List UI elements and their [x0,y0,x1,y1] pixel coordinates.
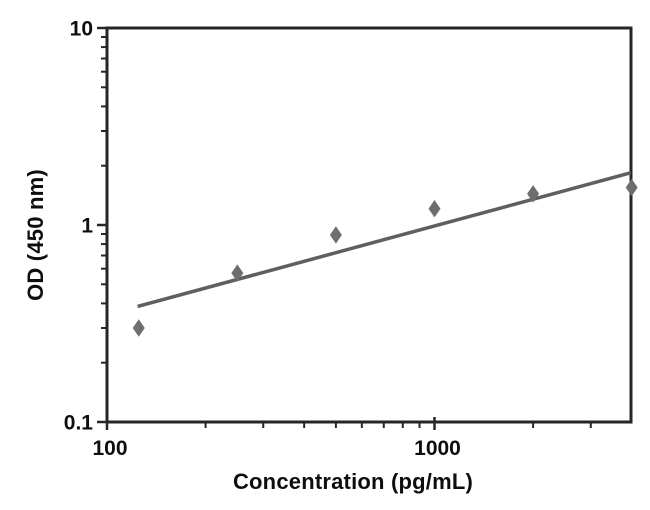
data-point-diamond [329,226,342,244]
y-tick-label: 0.1 [64,412,94,435]
x-axis-title: Concentration (pg/mL) [232,469,474,494]
x-tick-label: 1000 [414,437,461,460]
data-point-diamond [527,185,540,203]
data-point-diamond [428,199,441,218]
data-point-diamond [625,178,638,197]
trend-line [137,171,632,309]
y-axis-title: OD (450 nm) [23,169,48,301]
y-tick-label: 10 [70,18,93,41]
plot-area-border [105,26,633,424]
data-point-diamond [231,264,244,282]
y-tick-label: 1 [81,215,93,238]
x-tick-label: 100 [92,437,127,460]
data-point-diamond [132,319,145,337]
